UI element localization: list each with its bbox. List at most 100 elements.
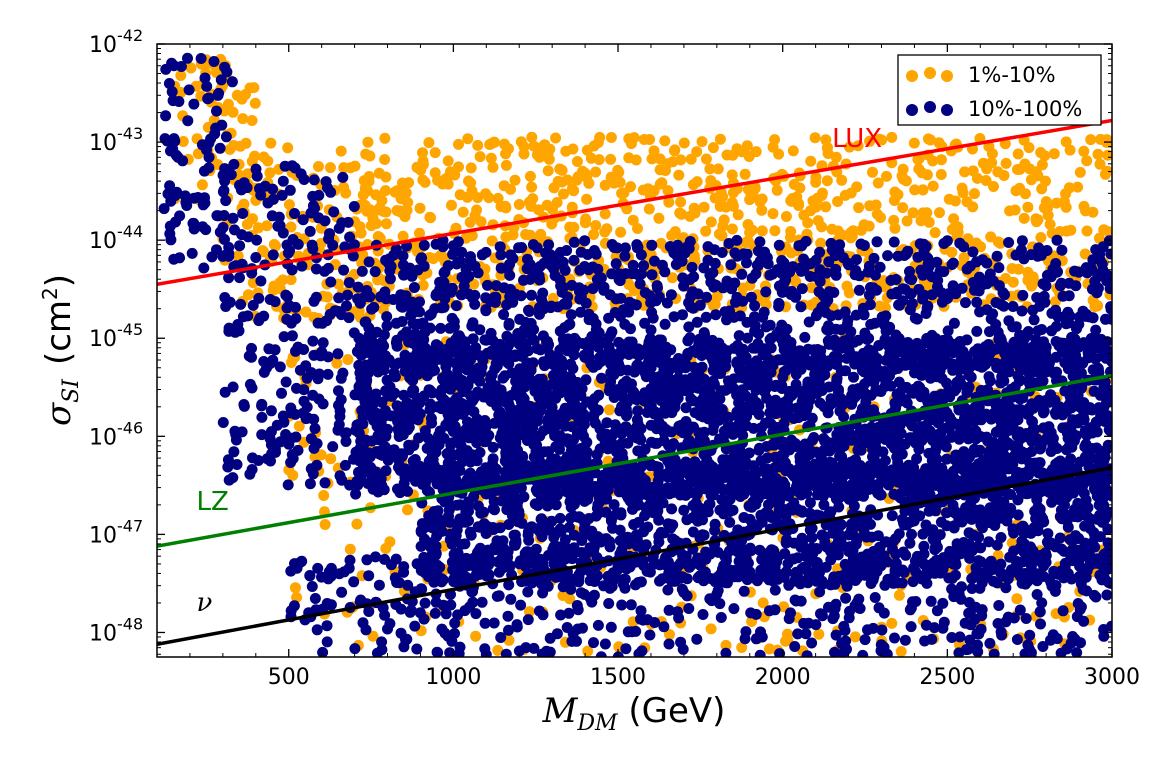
scatter-point [688,202,700,214]
scatter-point [251,234,263,246]
scatter-point [696,136,708,148]
scatter-point [534,308,545,320]
scatter-point [653,212,665,224]
scatter-point [322,351,334,363]
scatter-point [886,131,898,143]
scatter-point [864,299,876,311]
scatter-point [619,242,631,254]
scatter-point [379,132,391,144]
scatter-point [984,326,995,338]
scatter-point [1016,305,1028,317]
scatter-point [869,317,881,329]
scatter-point [228,446,240,458]
scatter-point [219,292,231,303]
scatter-point [1049,296,1061,308]
scatter-point [234,272,245,284]
scatter-point [901,215,913,227]
scatter-point [338,264,350,276]
scatter-point [922,279,934,291]
scatter-point [270,446,281,458]
scatter-point [234,240,246,252]
scatter-point [947,257,959,269]
scatter-point [1057,409,1068,421]
scatter-point [860,396,872,408]
scatter-point [472,139,484,151]
scatter-point [643,399,655,411]
scatter-point [552,301,564,313]
scatter-point [1000,157,1012,169]
scatter-point [623,152,635,164]
scatter-point [678,280,690,292]
scatter-point [1011,593,1023,605]
scatter-point [527,239,539,251]
scatter-point [222,454,234,466]
scatter-point [593,389,605,401]
scatter-point [728,373,740,385]
scatter-point [527,193,539,205]
scatter-point [615,310,626,322]
scatter-point [980,175,992,186]
scatter-point [242,168,254,180]
scatter-point [308,413,320,425]
scatter-point [651,437,663,449]
scatter-point [993,280,1005,292]
scatter-point [175,70,187,81]
scatter-point [339,241,351,253]
scatter-point [182,52,193,64]
scatter-point [675,196,687,208]
scatter-point [480,246,492,258]
scatter-point [351,518,363,530]
scatter-point [889,397,901,409]
scatter-point [705,623,717,635]
scatter-point [380,218,392,230]
scatter-point [296,260,308,272]
scatter-point [756,225,768,237]
scatter-point [337,171,349,183]
scatter-point [627,214,639,226]
scatter-point [526,181,538,193]
scatter-point [669,144,681,156]
scatter-point [375,417,387,429]
scatter-point [487,161,499,173]
scatter-point [277,227,289,239]
scatter-point [750,146,762,158]
scatter-point [276,189,288,201]
scatter-point [414,202,426,214]
scatter-point [917,293,929,305]
scatter-point [769,225,781,237]
scatter-point [1019,158,1031,170]
scatter-point [282,142,294,154]
scatter-point [370,189,382,201]
scatter-point [583,314,595,326]
scatter-point [342,289,353,301]
scatter-point [427,253,439,265]
scatter-point [596,336,608,348]
scatter-point [1098,224,1110,236]
scatter-point [843,287,855,299]
scatter-point [625,138,637,150]
scatter-point [533,272,545,284]
scatter-point [550,132,562,144]
scatter-point [164,180,176,192]
scatter-point [379,154,391,165]
scatter-point [761,252,773,264]
scatter-point [366,435,378,447]
scatter-point [588,229,600,240]
scatter-point [214,142,226,154]
scatter-point [730,296,741,308]
scatter-point [271,419,283,431]
scatter-point [897,202,909,214]
scatter-point [1046,325,1058,337]
scatter-point [485,152,497,164]
scatter-point [1028,314,1040,326]
scatter-point [646,269,658,281]
scatter-point [701,291,713,303]
scatter-point [565,400,577,412]
scatter-point [543,239,555,251]
scatter-point [528,140,540,152]
scatter-point [726,169,738,181]
scatter-point [325,276,337,288]
scatter-point [666,272,678,284]
scatter-point [298,384,310,396]
scatter-point [809,132,821,144]
